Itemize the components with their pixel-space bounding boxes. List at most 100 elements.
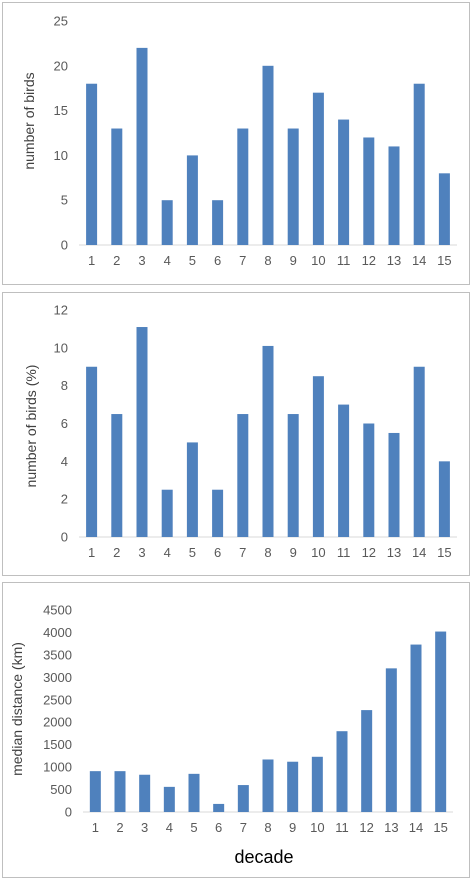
x-tick-label: 1 bbox=[92, 820, 99, 835]
x-tick-label: 12 bbox=[362, 545, 376, 560]
x-tick-label: 1 bbox=[88, 253, 95, 268]
bar-decade-10 bbox=[312, 376, 324, 537]
y-tick-label: 10 bbox=[54, 148, 68, 163]
bar-decade-4 bbox=[163, 786, 175, 812]
x-tick-label: 4 bbox=[164, 253, 171, 268]
bar-decade-11 bbox=[336, 731, 348, 812]
y-tick-label: 5 bbox=[61, 193, 68, 208]
x-tick-label: 3 bbox=[138, 545, 145, 560]
x-tick-label: 13 bbox=[387, 253, 401, 268]
bar-decade-5 bbox=[186, 155, 198, 245]
y-tick-label: 3500 bbox=[43, 647, 72, 662]
y-tick-label: 25 bbox=[54, 14, 68, 29]
y-tick-label: 4000 bbox=[43, 625, 72, 640]
x-tick-label: 2 bbox=[113, 253, 120, 268]
y-tick-label: 4500 bbox=[43, 603, 72, 618]
y-tick-label: 2500 bbox=[43, 692, 72, 707]
bar-decade-6 bbox=[213, 803, 225, 812]
bar-decade-15 bbox=[438, 173, 450, 245]
x-tick-label: 14 bbox=[412, 545, 426, 560]
chart-panel-birds-percent: number of birds (%) 0 2 4 6 8 10 12 1 2 3 4 5 6 7 8 9 10… bbox=[2, 292, 470, 576]
x-tick-label: 7 bbox=[240, 820, 247, 835]
x-tick-label: 8 bbox=[264, 253, 271, 268]
bar-decade-14 bbox=[413, 83, 425, 245]
bar-decade-2 bbox=[114, 771, 126, 812]
y-tick-label: 4 bbox=[61, 454, 68, 469]
y-tick-label: 12 bbox=[54, 303, 68, 318]
y-tick-label: 8 bbox=[61, 378, 68, 393]
bar-decade-8 bbox=[262, 759, 274, 812]
x-tick-label: 4 bbox=[164, 545, 171, 560]
x-tick-label: 2 bbox=[116, 820, 123, 835]
bar-decade-10 bbox=[312, 92, 324, 246]
bar-decade-12 bbox=[361, 710, 373, 812]
x-tick-label: 1 bbox=[88, 545, 95, 560]
bar-decade-13 bbox=[388, 432, 400, 537]
y-tick-label: 500 bbox=[50, 782, 72, 797]
bar-decade-6 bbox=[212, 200, 224, 245]
chart-panel-birds-count: number of birds 0 5 10 15 20 25 1 2 3 4 5 6 7 8 9 10 11 1… bbox=[2, 2, 470, 285]
chart-median-distance: median distance (km) decade 0 500 1000 1500… bbox=[9, 603, 453, 867]
bar-decade-2 bbox=[111, 128, 123, 245]
bar-decade-14 bbox=[413, 366, 425, 537]
x-tick-label: 11 bbox=[337, 545, 351, 560]
x-tick-label: 9 bbox=[289, 820, 296, 835]
bar-decade-1 bbox=[86, 366, 98, 537]
bar-decade-13 bbox=[385, 668, 397, 812]
bar-decade-7 bbox=[237, 128, 249, 245]
x-tick-label: 8 bbox=[264, 545, 271, 560]
x-tick-label: 9 bbox=[290, 545, 297, 560]
x-tick-label: 14 bbox=[409, 820, 423, 835]
bar-decade-7 bbox=[237, 414, 249, 537]
y-tick-label: 3000 bbox=[43, 670, 72, 685]
x-tick-label: 3 bbox=[138, 253, 145, 268]
x-tick-label: 13 bbox=[387, 545, 401, 560]
x-tick-label: 15 bbox=[437, 545, 451, 560]
bar-decade-6 bbox=[212, 489, 224, 537]
x-tick-label: 6 bbox=[214, 545, 221, 560]
x-axis-label: decade bbox=[234, 847, 293, 867]
bar-decade-7 bbox=[237, 785, 249, 812]
y-tick-label: 0 bbox=[61, 530, 68, 545]
bar-decade-1 bbox=[86, 83, 98, 245]
bar-decade-13 bbox=[388, 146, 400, 245]
bar-decade-2 bbox=[111, 414, 123, 537]
x-tick-label: 10 bbox=[311, 253, 325, 268]
x-tick-label: 11 bbox=[337, 253, 351, 268]
y-tick-label: 1500 bbox=[43, 737, 72, 752]
x-tick-label: 8 bbox=[264, 820, 271, 835]
x-tick-label: 15 bbox=[437, 253, 451, 268]
y-tick-label: 2 bbox=[61, 492, 68, 507]
bar-decade-11 bbox=[338, 119, 350, 245]
bar-decade-3 bbox=[136, 47, 148, 245]
bar-decade-8 bbox=[262, 65, 274, 245]
y-axis-label: number of birds bbox=[21, 72, 37, 169]
x-tick-label: 9 bbox=[290, 253, 297, 268]
bar-decade-15 bbox=[438, 461, 450, 537]
bar-decade-4 bbox=[161, 489, 173, 537]
bar-decade-15 bbox=[435, 631, 447, 812]
y-tick-label: 10 bbox=[54, 340, 68, 355]
bar-decade-4 bbox=[161, 200, 173, 245]
x-tick-label: 2 bbox=[113, 545, 120, 560]
x-tick-label: 6 bbox=[214, 253, 221, 268]
chart-panel-median-distance: median distance (km) decade 0 500 1000 1500… bbox=[2, 582, 470, 878]
bar-decade-5 bbox=[186, 442, 198, 537]
bar-decade-11 bbox=[338, 404, 350, 537]
x-tick-label: 5 bbox=[190, 820, 197, 835]
x-tick-label: 5 bbox=[189, 545, 196, 560]
x-tick-label: 10 bbox=[310, 820, 324, 835]
x-tick-label: 15 bbox=[433, 820, 447, 835]
y-tick-label: 20 bbox=[54, 58, 68, 73]
x-tick-label: 4 bbox=[166, 820, 173, 835]
bar-decade-9 bbox=[287, 414, 299, 537]
x-tick-label: 7 bbox=[239, 253, 246, 268]
x-tick-label: 14 bbox=[412, 253, 426, 268]
y-axis-label: median distance (km) bbox=[9, 642, 25, 776]
y-tick-label: 0 bbox=[65, 805, 72, 820]
x-tick-label: 6 bbox=[215, 820, 222, 835]
x-tick-label: 10 bbox=[311, 545, 325, 560]
x-tick-label: 13 bbox=[384, 820, 398, 835]
bar-decade-5 bbox=[188, 773, 200, 812]
